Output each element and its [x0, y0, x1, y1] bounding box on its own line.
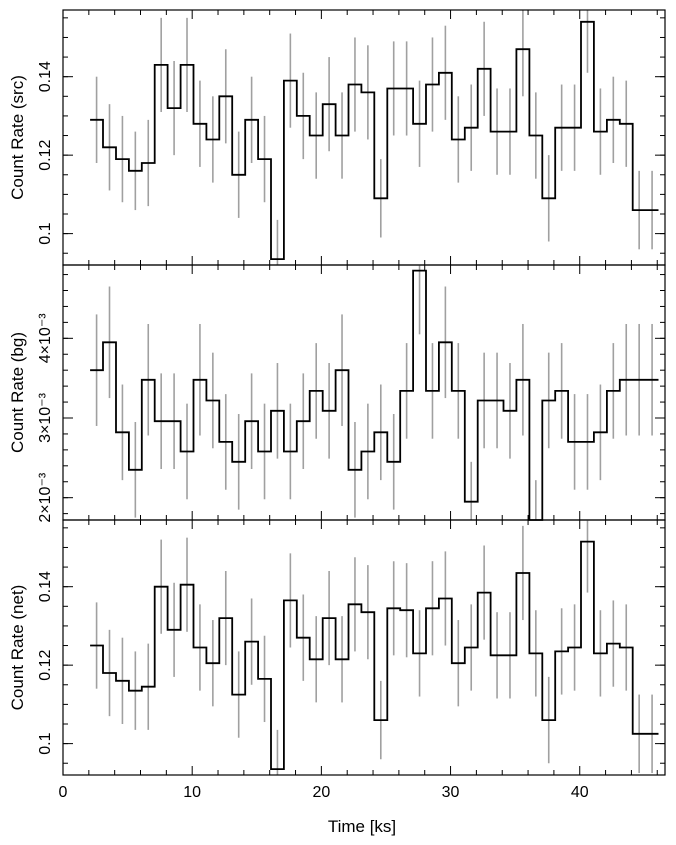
y-axis-label: Count Rate (src): [8, 75, 27, 200]
y-tick-label: 0.1: [37, 222, 54, 244]
y-tick-label: 0.14: [37, 571, 54, 602]
y-axis-label: Count Rate (net): [8, 585, 27, 711]
x-tick-label: 10: [183, 784, 201, 801]
y-tick-label: 2×10⁻³: [37, 472, 54, 522]
y-tick-label: 4×10⁻³: [37, 313, 54, 363]
rate-step-line: [90, 20, 659, 260]
x-tick-label: 40: [571, 784, 589, 801]
y-tick-label: 0.12: [37, 649, 54, 680]
x-axis-label: Time [ks]: [328, 817, 396, 836]
panel-3: 0.1 0.12 0.14 Count Rate (net): [8, 519, 666, 776]
y-axis-label: Count Rate (bg): [8, 332, 27, 453]
panel-frame: [62, 519, 666, 776]
panel-1: 0.1 0.12 0.14 Count Rate (src): [8, 9, 666, 266]
rate-step-line: [90, 540, 659, 770]
panels-group: 0.1 0.12 0.14 Count Rate (src) 2×10⁻³ 3×10⁻³ 4…: [8, 9, 666, 801]
x-tick-label: 0: [59, 784, 68, 801]
rate-step-line: [90, 269, 659, 521]
y-tick-label: 0.1: [37, 732, 54, 754]
y-tick-label: 0.14: [37, 61, 54, 92]
panel-2: 2×10⁻³ 3×10⁻³ 4×10⁻³ Count Rate (bg): [8, 264, 666, 523]
y-tick-label: 3×10⁻³: [37, 392, 54, 442]
x-tick-label: 20: [312, 784, 330, 801]
y-tick-label: 0.12: [37, 139, 54, 170]
x-tick-label: 30: [442, 784, 460, 801]
